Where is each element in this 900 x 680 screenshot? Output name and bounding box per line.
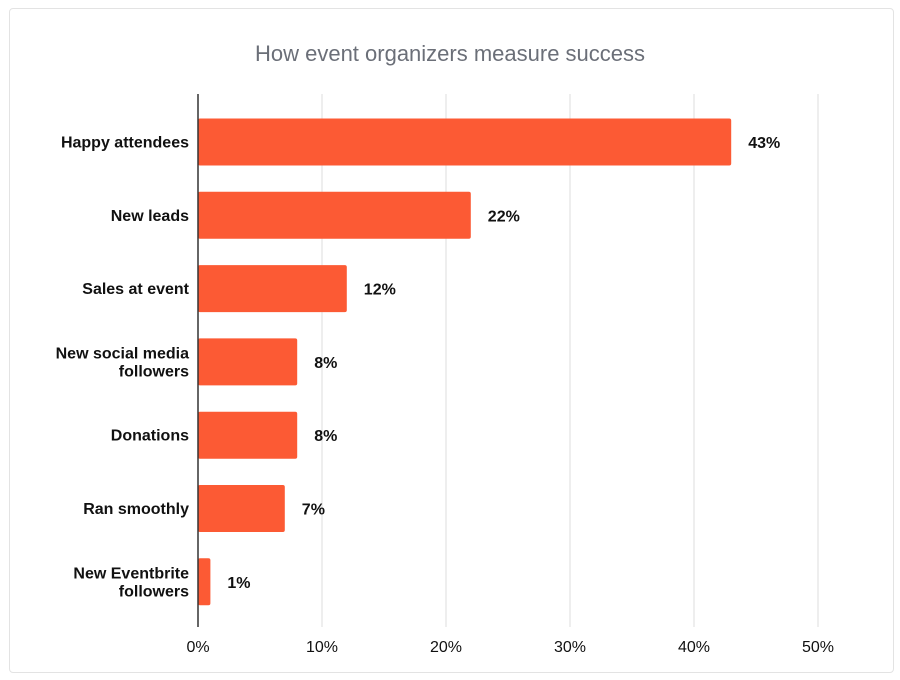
bar-7	[198, 558, 211, 606]
bar-2	[198, 191, 471, 239]
x-tick-label-40: 40%	[678, 639, 710, 656]
value-label-4: 8%	[314, 355, 337, 372]
category-label-3: Sales at event	[82, 281, 189, 298]
category-label-5: Donations	[111, 428, 189, 445]
chart-title: How event organizers measure success	[255, 41, 645, 66]
value-label-3: 12%	[364, 282, 396, 299]
x-tick-label-30: 30%	[554, 639, 586, 656]
value-label-6: 7%	[302, 502, 325, 519]
x-tick-labels: 0% 10% 20% 30% 40% 50%	[186, 639, 834, 656]
x-tick-label-0: 0%	[186, 639, 209, 656]
category-label-4: New social media followers	[56, 345, 189, 380]
x-tick-label-20: 20%	[430, 639, 462, 656]
value-label-7: 1%	[227, 575, 250, 592]
bar-3	[198, 265, 347, 313]
bar-5	[198, 411, 298, 459]
gridlines	[321, 94, 819, 627]
category-label-2: New leads	[111, 208, 189, 225]
x-tick-label-50: 50%	[802, 639, 834, 656]
bars	[198, 118, 732, 606]
bar-1	[198, 118, 732, 166]
category-label-6: Ran smoothly	[83, 501, 189, 518]
bar-6	[198, 485, 285, 532]
value-label-1: 43%	[748, 135, 780, 152]
category-labels: Happy attendees New leads Sales at event Ne…	[56, 135, 190, 601]
value-labels: 43% 22% 12% 8% 8% 7% 1%	[227, 135, 780, 592]
value-label-2: 22%	[488, 208, 520, 225]
category-label-1: Happy attendees	[61, 135, 189, 152]
bar-4	[198, 338, 298, 386]
category-label-7: New Eventbrite followers	[73, 565, 189, 600]
x-tick-label-10: 10%	[306, 639, 338, 656]
value-label-5: 8%	[314, 428, 337, 445]
